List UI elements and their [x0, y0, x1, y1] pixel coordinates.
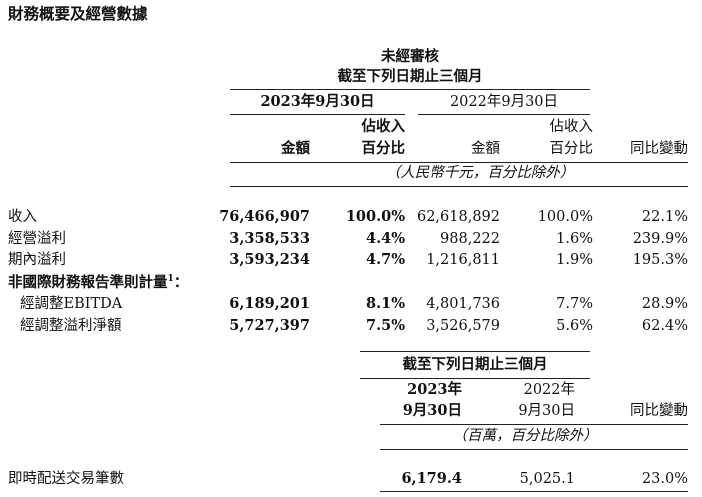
- header-period: 截至下列日期止三個月: [337, 68, 483, 85]
- section-nonifrs-colon: ：: [173, 273, 189, 291]
- col-pct-2023-line2: 百分比: [361, 140, 406, 157]
- unit-note: （人民幣千元，百分比除外）: [385, 165, 575, 181]
- row-amount-2022: 3,526,579: [426, 318, 500, 334]
- table2-unit-note: （百萬，百分比除外）: [452, 428, 598, 444]
- row-label: 經調整溢利淨額: [20, 318, 122, 334]
- table2-unit-divider: [380, 449, 688, 450]
- table2-bottom-divider: [380, 491, 688, 492]
- unit-note-divider: [230, 186, 688, 187]
- col-pct-2022-line1: 佔收入: [549, 119, 594, 135]
- header-unaudited: 未經審核: [381, 48, 439, 65]
- row-pct-2022: 100.0%: [537, 209, 593, 225]
- row-pct-2023: 4.4%: [365, 230, 405, 247]
- table2-col-2023-line1: 2023年: [407, 381, 462, 398]
- col-2022-divider: [418, 114, 590, 115]
- row-yoy: 23.0%: [641, 471, 688, 487]
- col-2023-divider: [230, 114, 405, 115]
- table2-col-divider: [380, 424, 688, 425]
- row-yoy: 28.9%: [641, 296, 688, 312]
- col-pct-2023-line1: 佔收入: [361, 118, 406, 135]
- col-2023: 2023年9月30日: [260, 93, 375, 110]
- row-pct-2022: 1.9%: [556, 252, 593, 268]
- row-value-2022: 5,025.1: [519, 471, 575, 487]
- table2-col-2023-line2: 9月30日: [402, 402, 462, 419]
- row-yoy: 22.1%: [641, 209, 688, 225]
- header-bottom-divider: [230, 162, 688, 163]
- col-2022: 2022年9月30日: [449, 94, 559, 110]
- row-amount-2023: 6,189,201: [229, 295, 310, 312]
- row-amount-2022: 988,222: [440, 231, 500, 247]
- col-amount-2022: 金額: [471, 141, 500, 157]
- row-amount-2023: 5,727,397: [229, 317, 310, 334]
- row-label: 經營溢利: [8, 231, 66, 247]
- row-label: 經調整EBITDA: [20, 296, 123, 312]
- row-value-2023: 6,179.4: [401, 470, 462, 487]
- row-label: 收入: [8, 209, 37, 225]
- row-amount-2023: 3,358,533: [229, 230, 310, 247]
- row-pct-2022: 5.6%: [556, 318, 593, 334]
- row-pct-2023: 7.5%: [365, 317, 405, 334]
- row-amount-2023: 3,593,234: [229, 251, 310, 268]
- col-amount-2023: 金額: [281, 140, 310, 157]
- footnote-marker: 1: [167, 274, 174, 284]
- row-pct-2023: 4.7%: [365, 251, 405, 268]
- row-label: 期內溢利: [8, 252, 66, 268]
- section-nonifrs-label: 非國際財務報告準則計量: [8, 273, 168, 291]
- row-pct-2022: 1.6%: [556, 231, 593, 247]
- table2-header-divider: [360, 378, 590, 379]
- row-pct-2023: 8.1%: [365, 295, 405, 312]
- table2-col-2022-line1: 2022年: [523, 382, 575, 398]
- table2-header-period: 截至下列日期止三個月: [402, 356, 548, 373]
- page-title: 財務概要及經營數據: [8, 4, 148, 23]
- row-amount-2022: 1,216,811: [426, 252, 500, 268]
- row-yoy: 62.4%: [641, 318, 688, 334]
- row-pct-2023: 100.0%: [345, 208, 405, 225]
- table2-top-divider: [360, 351, 590, 352]
- row-pct-2022: 7.7%: [556, 296, 593, 312]
- col-pct-2022-line2: 百分比: [549, 141, 594, 157]
- row-amount-2022: 4,801,736: [426, 296, 500, 312]
- row-amount-2023: 76,466,907: [219, 208, 310, 225]
- row-yoy: 239.9%: [632, 231, 688, 247]
- col-yoy: 同比變動: [630, 141, 688, 157]
- row-amount-2022: 62,618,892: [416, 209, 500, 225]
- row-yoy: 195.3%: [632, 252, 688, 268]
- table2-col-yoy: 同比變動: [630, 403, 688, 419]
- section-nonifrs: 非國際財務報告準則計量1：: [8, 275, 188, 290]
- row-label: 即時配送交易筆數: [8, 471, 124, 487]
- table2-col-2022-line2: 9月30日: [518, 403, 575, 419]
- header-divider: [230, 89, 590, 90]
